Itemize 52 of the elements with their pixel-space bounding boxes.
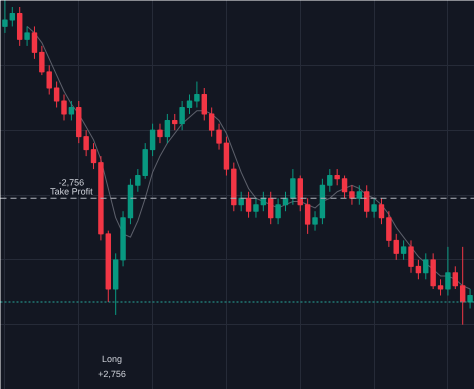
candlestick [68, 100, 74, 121]
candlestick [312, 210, 318, 232]
candlestick [445, 246, 451, 296]
candlestick [150, 123, 156, 157]
candlestick [2, 0, 8, 34]
annotation: Take Profit [50, 186, 94, 197]
candlestick [238, 191, 244, 212]
candlestick [438, 278, 444, 296]
candlestick [246, 191, 252, 218]
candlestick [194, 81, 200, 108]
candlestick [164, 113, 170, 144]
text: Long [102, 354, 122, 364]
candlestick [371, 198, 377, 218]
candlestick [394, 233, 399, 260]
text: +2,756 [98, 369, 126, 380]
candlestick [460, 246, 466, 326]
candlestick [408, 240, 414, 274]
candlestick [423, 252, 428, 280]
candlestick [304, 198, 310, 234]
candlestick [61, 94, 67, 121]
candlestick [208, 106, 214, 138]
candlestick [24, 26, 30, 46]
candlestick [54, 81, 60, 108]
candlestick [400, 240, 406, 260]
candlestick [452, 266, 458, 290]
candlestick [157, 123, 163, 144]
candlestick [386, 210, 392, 248]
candlestick [216, 123, 222, 150]
candlestick [275, 198, 281, 225]
candlestick [364, 184, 370, 218]
annotation: -2,756 [58, 177, 84, 188]
candlestick [253, 198, 259, 218]
candlestick [83, 130, 89, 157]
candlestick [202, 88, 207, 121]
candlestick [416, 259, 422, 280]
candlestick [378, 198, 384, 225]
candlestick [327, 168, 333, 192]
candlestick [467, 288, 473, 309]
candlestick [39, 45, 45, 76]
candlestick [172, 113, 178, 131]
candlestick [356, 184, 362, 206]
candlestick [290, 168, 296, 206]
candlestick [32, 26, 38, 60]
candlestick [10, 6, 16, 27]
candlestick [90, 142, 96, 170]
candlestick [179, 100, 185, 131]
candlestick [260, 191, 266, 212]
candlestick [186, 94, 192, 114]
candlestick [135, 168, 141, 192]
candlestick [268, 191, 274, 225]
candlestick [334, 168, 340, 186]
candlestick [46, 64, 52, 96]
